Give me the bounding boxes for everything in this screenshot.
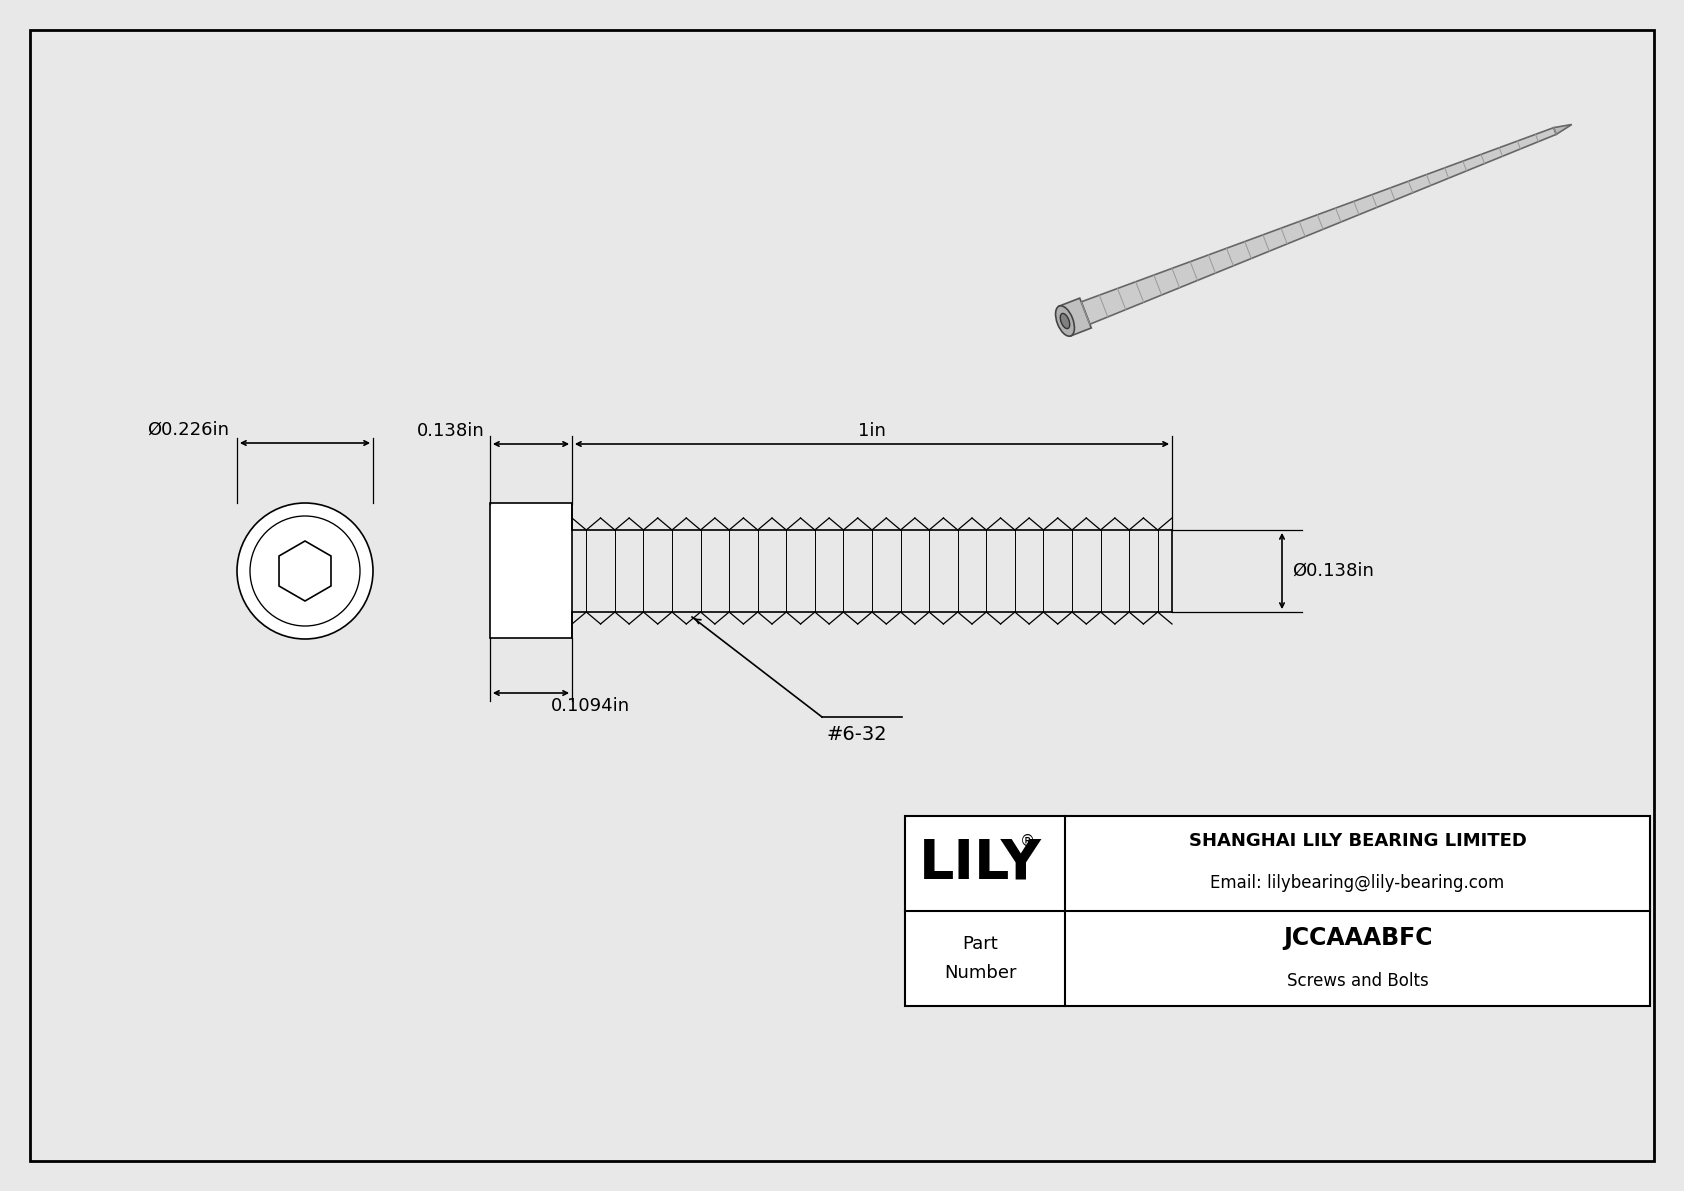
Polygon shape — [280, 541, 332, 601]
Text: 0.1094in: 0.1094in — [551, 697, 630, 715]
Text: Screws and Bolts: Screws and Bolts — [1287, 972, 1428, 990]
Text: JCCAAABFC: JCCAAABFC — [1283, 927, 1433, 950]
Text: 0.138in: 0.138in — [418, 422, 485, 439]
Text: Ø0.138in: Ø0.138in — [1292, 562, 1374, 580]
Text: #6-32: #6-32 — [827, 725, 887, 744]
Text: Ø0.226in: Ø0.226in — [147, 420, 229, 439]
Circle shape — [237, 503, 372, 640]
Ellipse shape — [1061, 313, 1069, 329]
Text: Email: lilybearing@lily-bearing.com: Email: lilybearing@lily-bearing.com — [1211, 874, 1504, 892]
Polygon shape — [1554, 125, 1571, 135]
Text: Part
Number: Part Number — [943, 935, 1015, 983]
Text: ®: ® — [1019, 834, 1034, 849]
Polygon shape — [1059, 298, 1091, 336]
Bar — [490, 503, 573, 638]
Polygon shape — [1081, 127, 1556, 324]
Bar — [904, 816, 1650, 1006]
Ellipse shape — [1056, 306, 1074, 336]
Text: SHANGHAI LILY BEARING LIMITED: SHANGHAI LILY BEARING LIMITED — [1189, 833, 1526, 850]
Text: LILY: LILY — [918, 836, 1041, 891]
Text: 1in: 1in — [859, 422, 886, 439]
